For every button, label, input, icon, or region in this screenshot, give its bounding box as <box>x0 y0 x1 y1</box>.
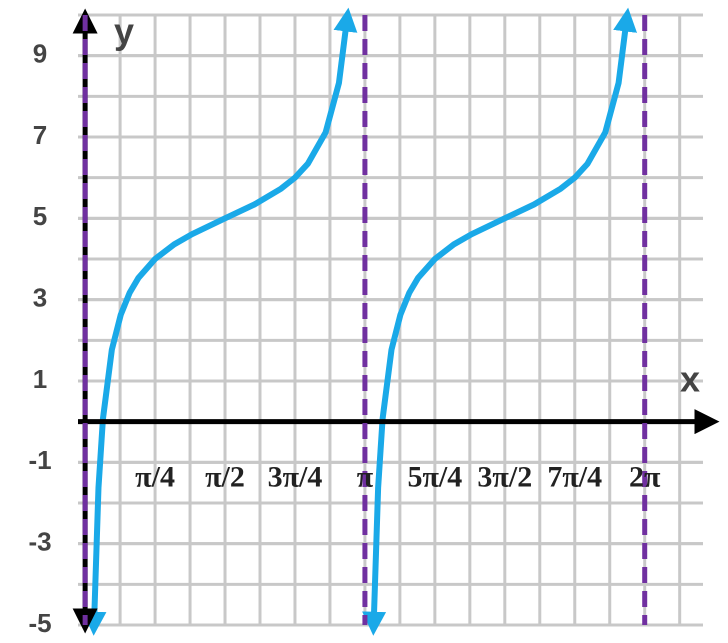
y-tick-label: -3 <box>28 527 51 557</box>
x-tick-label: 2π <box>629 461 661 494</box>
plot <box>82 7 638 636</box>
x-tick-label: 3π/4 <box>268 461 323 494</box>
y-tick-label: 7 <box>33 120 47 150</box>
x-axis-label: x <box>680 359 700 400</box>
y-tick-label: 1 <box>33 364 47 394</box>
y-tick-label: 3 <box>33 283 47 313</box>
y-tick-label: -1 <box>28 445 51 475</box>
y-tick-label: 9 <box>33 39 47 69</box>
x-tick-label: 7π/4 <box>547 461 602 494</box>
x-tick-label: π <box>357 461 374 494</box>
x-tick-label: π/4 <box>135 461 175 494</box>
y-axis-label: y <box>114 11 134 52</box>
curve <box>82 7 358 636</box>
y-tick-label: -5 <box>28 608 51 638</box>
y-tick-label: 5 <box>33 201 47 231</box>
x-tick-label: 5π/4 <box>407 461 462 494</box>
x-tick-label: 3π/2 <box>477 461 532 494</box>
x-tick-label: π/2 <box>205 461 245 494</box>
curve <box>362 7 638 636</box>
